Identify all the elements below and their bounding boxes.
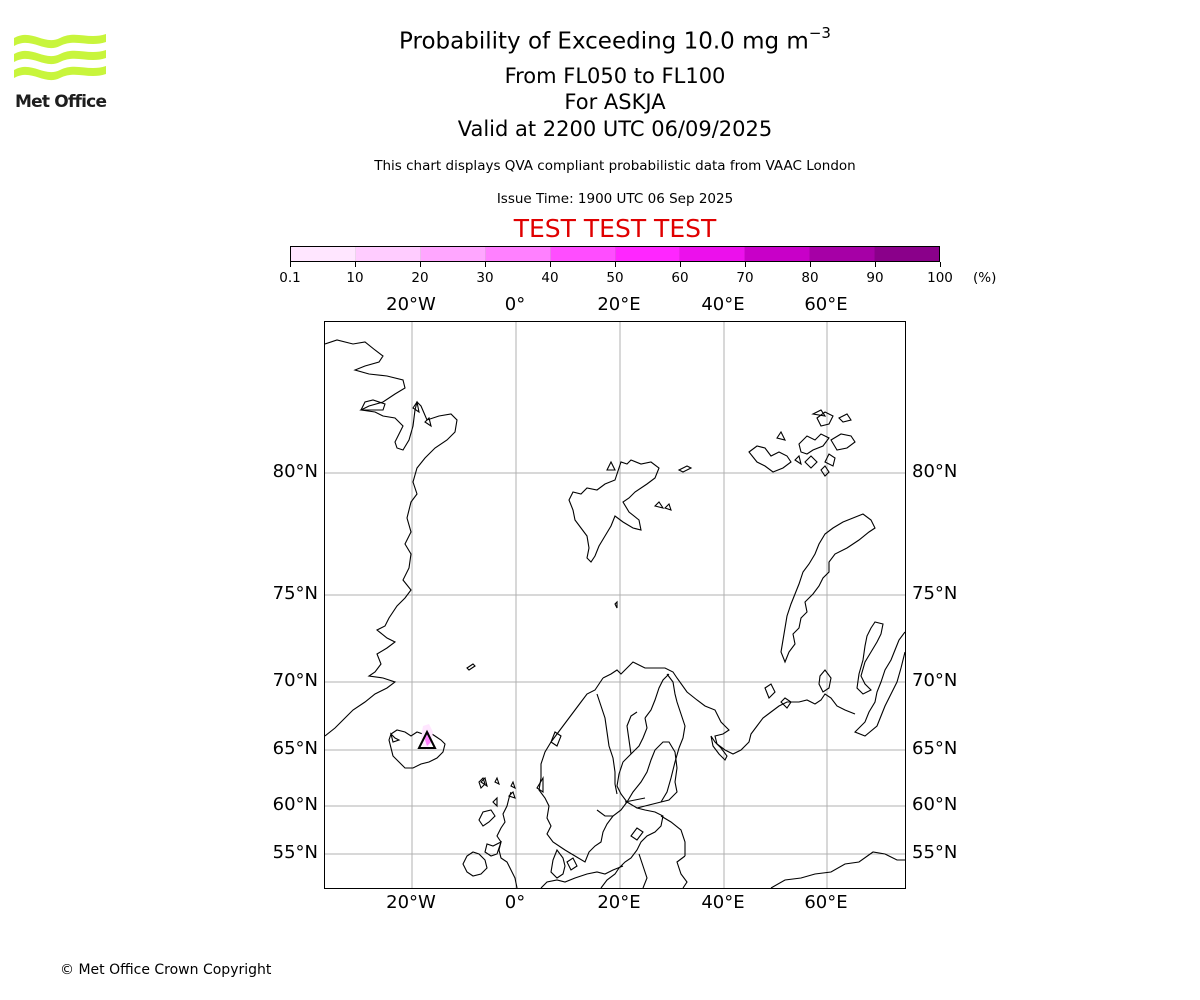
colorbar-tick-label: 40 [541,270,559,286]
logo-text: Met Office [15,92,107,112]
ash-probability-area [421,724,433,750]
denmark-coast [550,848,566,879]
longitude-label-bottom: 0° [504,892,526,913]
scandinavia-coast [602,661,856,755]
longitude-label-top: 20°E [597,294,641,315]
colorbar-segment [420,247,486,261]
colorbar-tick-label: 90 [866,270,884,286]
colorbar-segment [291,247,356,261]
greenland-coast [325,339,458,737]
latitude-label-left: 60°N [272,794,318,815]
longitude-label-top: 40°E [701,294,745,315]
colorbar-tick-label: 100 [927,270,953,286]
colorbar-segment [745,247,811,261]
colorbar-unit: (%) [973,270,997,286]
colorbar-tick [875,262,876,267]
chart-note: This chart displays QVA compliant probab… [374,158,856,174]
latitude-label-right: 65°N [912,738,958,759]
colorbar-tick [745,262,746,267]
title-superscript: −3 [808,24,831,42]
volcano-name: For ASKJA [564,90,666,114]
latitude-label-right: 55°N [912,842,958,863]
longitude-label-bottom: 20°W [386,892,436,913]
franz-josef-land-coast [748,445,792,473]
latitude-label-left: 75°N [272,583,318,604]
latitude-label-right: 70°N [912,670,958,691]
longitude-label-bottom: 40°E [701,892,745,913]
colorbar-segment [355,247,421,261]
colorbar-tick-label: 60 [671,270,689,286]
map-gridlines [325,322,905,888]
colorbar-tick [355,262,356,267]
map-svg [325,322,905,888]
copyright-notice: © Met Office Crown Copyright [60,962,272,978]
colorbar-tick [810,262,811,267]
map-panel [324,321,906,889]
colorbar-tick [680,262,681,267]
colorbar-tick-label: 0.1 [279,270,301,286]
colorbar-tick-label: 10 [346,270,364,286]
colorbar-tick [615,262,616,267]
colorbar-tick [485,262,486,267]
finland-coast [626,741,678,809]
colorbar-segment [550,247,616,261]
volcano-marker-icon [417,729,437,749]
latitude-label-left: 70°N [272,670,318,691]
met-office-logo: Met Office [14,30,109,112]
test-banner: TEST TEST TEST [513,214,717,243]
longitude-label-top: 20°W [386,294,436,315]
flight-levels: From FL050 to FL100 [504,64,726,88]
colorbar-tick-label: 70 [736,270,754,286]
longitude-label-bottom: 60°E [804,892,848,913]
colorbar-segment [810,247,876,261]
russia-arctic-coast [854,631,905,737]
colorbar-tick-label: 20 [411,270,429,286]
colorbar-ticks [290,262,942,268]
colorbar-tick-label: 50 [606,270,624,286]
colorbar-tick-label: 30 [476,270,494,286]
british-isles-coast [496,791,518,888]
latitude-label-left: 65°N [272,738,318,759]
chart-title: Probability of Exceeding 10.0 mg m−3 [315,24,915,55]
novaya-zemlya-coast [780,513,876,664]
issue-time: Issue Time: 1900 UTC 06 Sep 2025 [496,191,734,207]
svalbard-coast [568,459,660,563]
colorbar-tick [550,262,551,267]
colorbar-tick [420,262,421,267]
latitude-label-right: 75°N [912,583,958,604]
longitude-label-bottom: 20°E [597,892,641,913]
coastlines [325,339,905,888]
colorbar-segment [615,247,681,261]
colorbar-tick-label: 80 [801,270,819,286]
colorbar-segment [680,247,746,261]
latitude-label-left: 55°N [272,842,318,863]
latitude-label-right: 60°N [912,794,958,815]
colorbar-segment [875,247,940,261]
valid-time: Valid at 2200 UTC 06/09/2025 [457,117,773,141]
colorbar-segment [485,247,551,261]
colorbar-tick [290,262,291,267]
title-main: Probability of Exceeding 10.0 mg m [399,28,809,55]
colorbar-tick [940,262,941,267]
latitude-label-left: 80°N [272,461,318,482]
latitude-label-right: 80°N [912,461,958,482]
longitude-label-top: 0° [504,294,526,315]
iceland-coast [388,729,446,769]
longitude-label-top: 60°E [804,294,848,315]
colorbar [290,246,940,262]
met-office-waves-icon [14,34,106,81]
